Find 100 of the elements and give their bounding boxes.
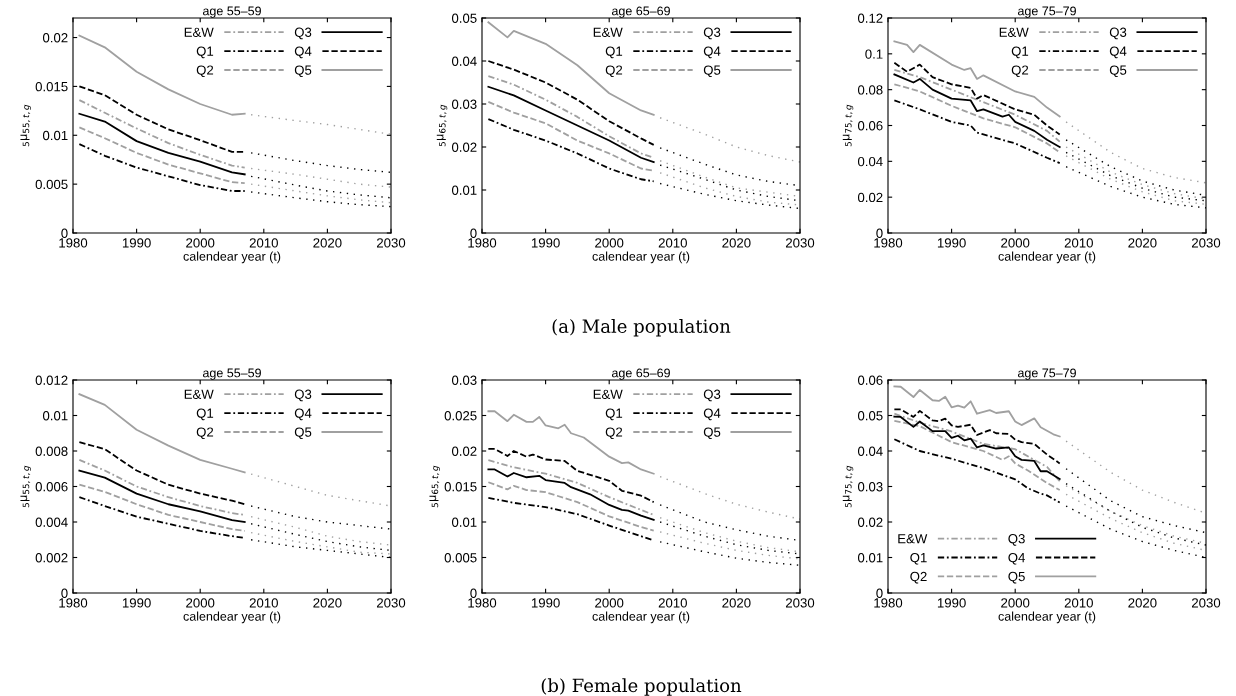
x-tick-label: 2010 (658, 238, 687, 248)
y-tick-label: 0.04 (451, 56, 477, 66)
line-series (487, 85, 655, 163)
y-tick-label: 0 (876, 228, 883, 238)
legend-label: Q5 (294, 65, 312, 78)
x-axis-title: calendear year (t) (592, 611, 690, 624)
line-series (1065, 121, 1206, 184)
legend-label: Q4 (1109, 46, 1127, 59)
y-tick-label: 0.03 (857, 482, 883, 492)
x-tick-label: 2010 (249, 238, 278, 248)
legend-label: Q2 (605, 427, 623, 440)
y-tick-label: 0 (470, 228, 477, 238)
line-series (78, 483, 246, 532)
y-tick-label: 0.01 (42, 130, 68, 141)
y-tick-label: 0 (61, 228, 68, 238)
line-series (893, 419, 1061, 491)
y-tick-label: 0.01 (451, 185, 477, 195)
legend-label: Q5 (1008, 571, 1025, 584)
x-tick-label: 1980 (874, 238, 903, 248)
chart-title: age 55–59 (202, 6, 261, 18)
legend-label: Q4 (703, 408, 721, 421)
y-tick-label: 0.006 (35, 482, 68, 492)
chart-title: age 65–69 (611, 368, 670, 380)
line-series (487, 459, 655, 516)
legend-label: Q2 (910, 571, 927, 584)
text: (b) Female population (541, 678, 742, 696)
line-series (893, 40, 1061, 118)
legend-label: E&W (999, 27, 1029, 37)
y-tick-label: 0.005 (444, 553, 477, 563)
legend-label: Q5 (294, 427, 312, 440)
x-tick-label: 1980 (468, 238, 497, 248)
y-tick-label: 0.005 (35, 179, 68, 190)
legend-label: Q5 (703, 427, 721, 440)
legend-label: E&W (593, 389, 623, 399)
legend-label: Q5 (703, 65, 721, 78)
x-tick-label: 2030 (376, 238, 406, 248)
y-tick-label: 0.015 (35, 81, 68, 92)
legend-label: Q2 (196, 65, 214, 78)
line-series (487, 100, 655, 172)
x-tick-label: 1980 (59, 238, 88, 248)
y-tick-label: 0.01 (42, 411, 68, 421)
line-series (487, 468, 655, 521)
x-tick-label: 2030 (785, 238, 815, 248)
line-series (78, 458, 246, 516)
x-tick-label: 2020 (313, 238, 342, 248)
legend-label: Q1 (196, 46, 214, 59)
legend-label: Q5 (1109, 65, 1127, 78)
legend-label: Q3 (1109, 27, 1127, 40)
x-tick-label: 2030 (785, 598, 815, 608)
y-tick-label: 0.03 (451, 99, 477, 109)
line-series (78, 469, 246, 523)
legend-label: Q1 (910, 552, 927, 565)
line-series (487, 481, 655, 532)
x-tick-label: 2010 (658, 598, 687, 608)
x-tick-label: 2000 (595, 238, 624, 248)
x-tick-label: 2010 (1064, 238, 1093, 248)
line-series (893, 385, 1061, 438)
x-tick-label: 1990 (937, 598, 966, 608)
x-tick-label: 2030 (1191, 598, 1221, 608)
line-series (487, 21, 655, 116)
legend-label: Q4 (294, 408, 312, 421)
line-series (78, 143, 246, 192)
x-tick-label: 1990 (937, 238, 966, 248)
x-tick-label: 1990 (531, 598, 560, 608)
x-tick-label: 2010 (249, 598, 278, 608)
line-series (250, 114, 391, 135)
legend-label: Q3 (294, 389, 312, 402)
x-tick-label: 1990 (122, 598, 151, 608)
y-tick-label: 0.002 (35, 553, 68, 563)
line-series (487, 118, 655, 183)
legend-label: Q2 (1011, 65, 1029, 78)
y-tick-label: 0 (876, 588, 883, 598)
x-tick-label: 1980 (59, 598, 88, 608)
x-tick-label: 1980 (874, 598, 903, 608)
legend-label: Q2 (605, 65, 623, 78)
legend-label: Q3 (703, 27, 721, 40)
y-axis-title: $_{5}$μ$_{55,t,g}$ (20, 465, 31, 508)
legend-label: E&W (184, 27, 214, 37)
x-tick-label: 2000 (186, 598, 215, 608)
legend-label: Q1 (196, 408, 214, 421)
legend-label: Q3 (703, 389, 721, 402)
y-axis-title: $_{5}$μ$_{65,t,g}$ (429, 465, 440, 508)
legend-label: Q1 (605, 408, 623, 421)
line-series (250, 183, 391, 204)
legend-label: Q4 (294, 46, 312, 59)
legend-label: Q3 (1008, 534, 1025, 546)
y-tick-label: 0.05 (451, 13, 477, 23)
y-tick-label: 0.02 (451, 142, 477, 152)
y-tick-label: 0.02 (857, 517, 883, 527)
y-tick-label: 0.004 (35, 517, 68, 527)
line-series (893, 61, 1061, 136)
x-tick-label: 2000 (595, 598, 624, 608)
x-tick-label: 2030 (376, 598, 406, 608)
y-tick-label: 0 (61, 588, 68, 598)
chart-title: age 55–59 (202, 368, 261, 380)
x-tick-label: 2000 (1001, 598, 1030, 608)
legend-label: E&W (898, 534, 928, 544)
y-tick-label: 0.1 (865, 49, 883, 59)
y-axis-title: $_{5}$μ$_{75,t,g}$ (842, 465, 854, 508)
y-tick-label: 0.08 (857, 85, 883, 95)
